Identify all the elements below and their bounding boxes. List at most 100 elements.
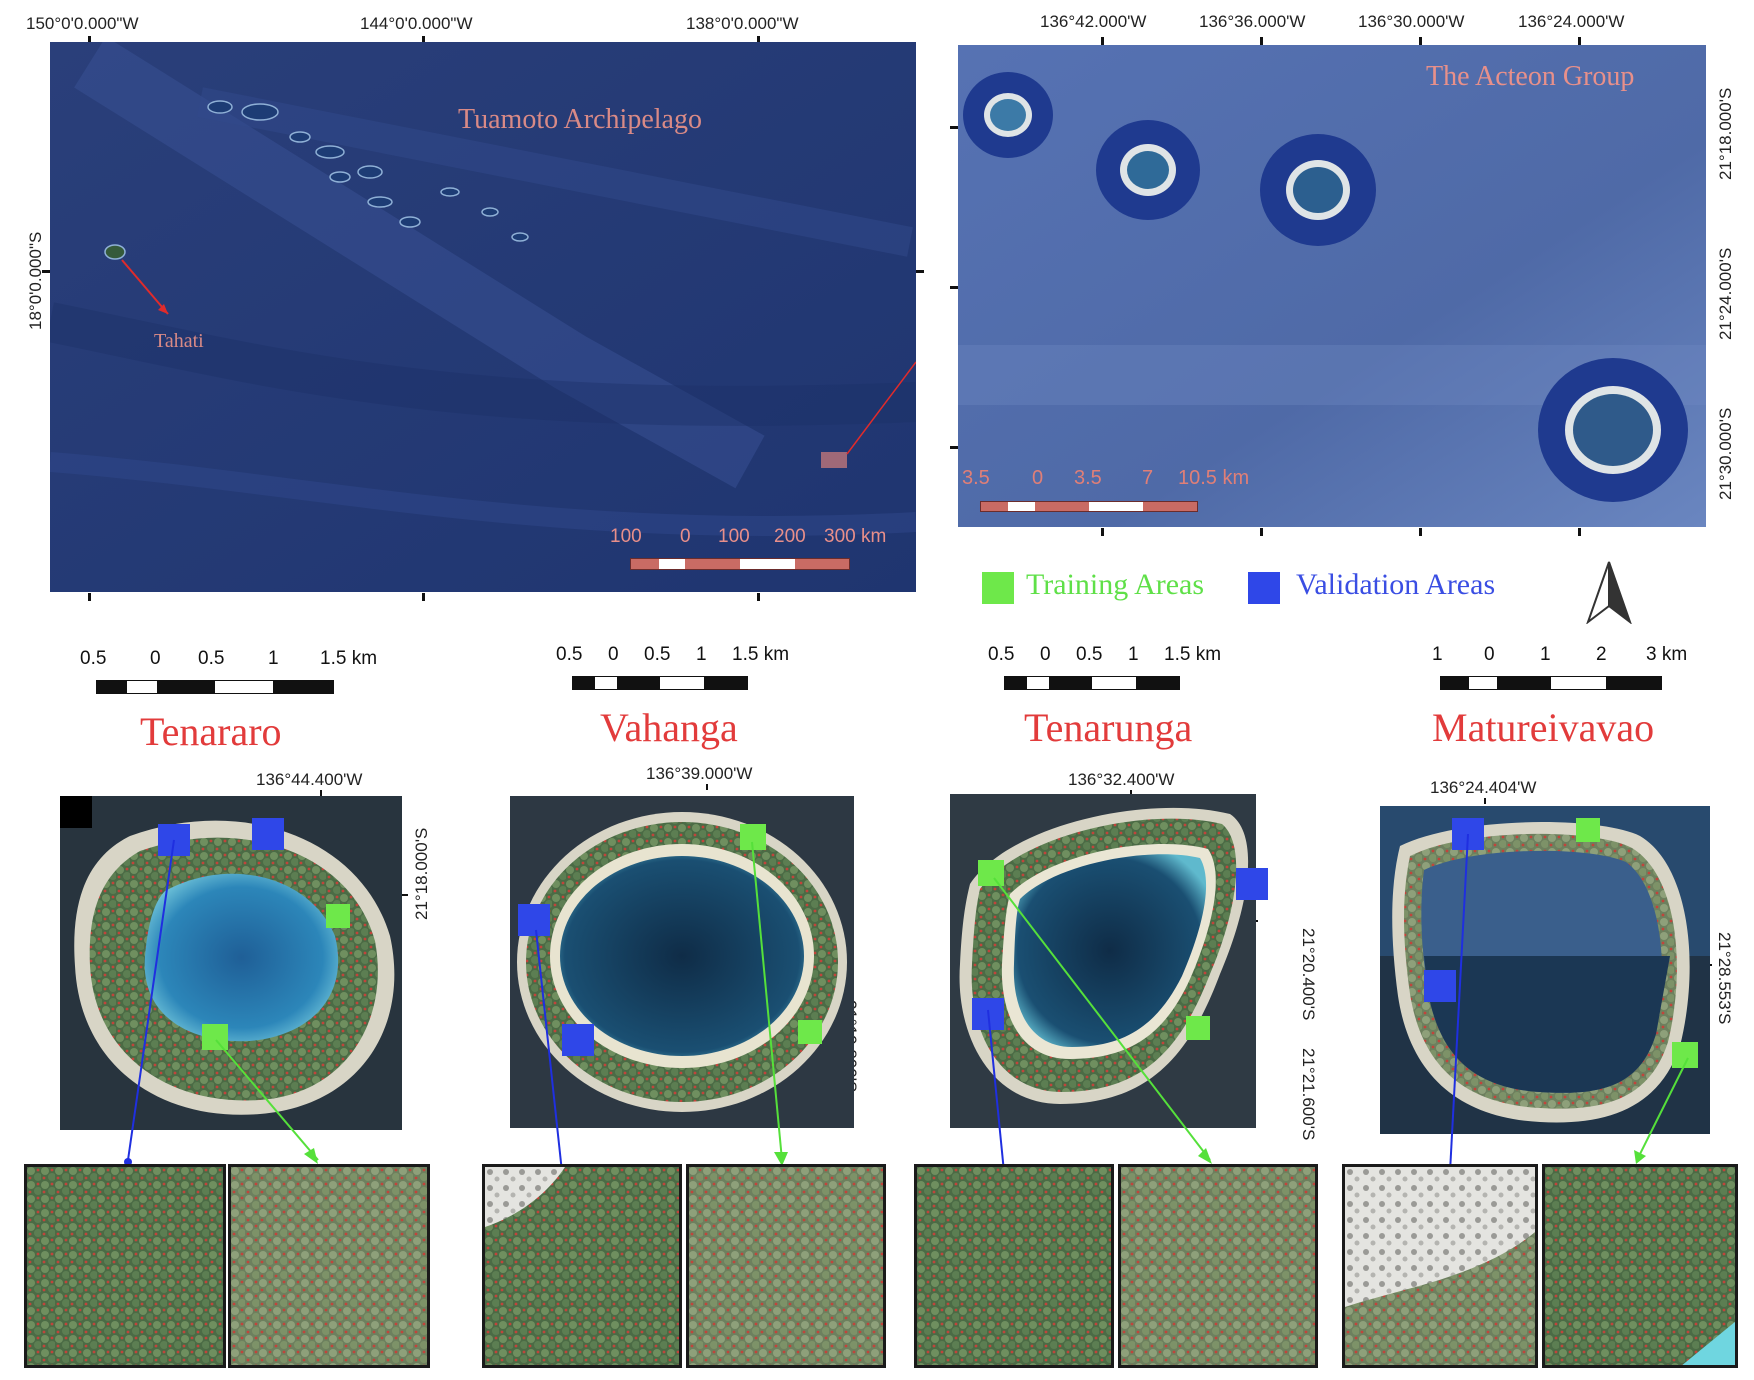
vahanga-scale-5: 1.5 km xyxy=(732,644,790,665)
tenararo-scale-5: 1.5 km xyxy=(320,648,378,669)
tenararo-scale-labels: 0.5 0 0.5 1 1.5 km xyxy=(80,648,400,674)
vahanga-scale-1: 0.5 xyxy=(556,644,583,665)
matureivavao-validation-area-2 xyxy=(1424,970,1456,1002)
acteon-lon-label-2: 136°36.000'W xyxy=(1199,12,1306,31)
tenarunga-image xyxy=(950,794,1256,1128)
tenarunga-atoll-graphic xyxy=(950,794,1256,1128)
archipelago-label: Tuamoto Archipelago xyxy=(458,104,702,135)
overview-scale-3: 100 xyxy=(718,526,750,547)
tenararo-title: Tenararo xyxy=(140,709,282,754)
overview-scale-2: 0 xyxy=(680,526,691,547)
tenarunga-training-area-1 xyxy=(978,860,1004,886)
overview-map: Tuamoto Archipelago Tahati 100 0 100 200… xyxy=(50,42,916,592)
vahanga-lon: 136°39.000'W xyxy=(646,764,753,783)
vahanga-validation-area-1 xyxy=(518,904,550,936)
matureivavao-scale-1: 1 xyxy=(1432,644,1443,665)
acteon-scale-5: 10.5 km xyxy=(1178,467,1250,489)
acteon-lat-label-1: 21°18.000'S xyxy=(1716,87,1735,180)
tenararo-training-area-1 xyxy=(326,904,350,928)
tenararo-training-zoom xyxy=(228,1164,430,1368)
tenarunga-scale-bar xyxy=(1004,676,1180,690)
acteon-inset-graphic xyxy=(958,45,1706,527)
legend-training-label: Training Areas xyxy=(1026,568,1205,601)
matureivavao-scale-5: 3 km xyxy=(1646,644,1688,665)
tenarunga-validation-zoom xyxy=(914,1164,1114,1368)
tenarunga-scale-labels: 0.5 0 0.5 1 1.5 km xyxy=(988,644,1248,670)
tenararo-scale-4: 1 xyxy=(268,648,279,669)
matureivavao-scale-labels: 1 0 1 2 3 km xyxy=(1432,644,1712,670)
tenararo-scale-bar xyxy=(96,680,334,694)
overview-scale-bar xyxy=(630,558,850,570)
tenararo-lat: 21°18.000'S xyxy=(412,827,431,920)
vahanga-validation-area-2 xyxy=(562,1024,594,1056)
tenarunga-scale-2: 0 xyxy=(1040,644,1051,665)
vahanga-scale-2: 0 xyxy=(608,644,619,665)
tenarunga-validation-area-2 xyxy=(972,998,1004,1030)
overview-lon-label-1: 150°0'0.000"W xyxy=(26,14,139,33)
tenararo-scale-2: 0 xyxy=(150,648,161,669)
island-label: Tahati xyxy=(154,330,204,352)
matureivavao-lat: 21°28.553'S xyxy=(1715,932,1734,1025)
vahanga-scale-labels: 0.5 0 0.5 1 1.5 km xyxy=(556,644,816,670)
vahanga-training-zoom xyxy=(686,1164,886,1368)
matureivavao-scale-3: 1 xyxy=(1540,644,1551,665)
acteon-scale-1: 3.5 xyxy=(962,467,990,489)
vahanga-scale-bar xyxy=(572,676,748,690)
overview-lat-label: 18°0'0.000"S xyxy=(26,231,45,330)
acteon-lon-label-1: 136°42.000'W xyxy=(1040,12,1147,31)
tenarunga-lon: 136°32.400'W xyxy=(1068,770,1175,789)
legend-validation-label: Validation Areas xyxy=(1296,568,1496,601)
vahanga-atoll-graphic xyxy=(510,796,854,1128)
tenarunga-lat-2: 21°21.600'S xyxy=(1299,1048,1318,1141)
acteon-scale-labels: 3.5 0 3.5 7 10.5 km xyxy=(962,467,1262,493)
vahanga-title: Vahanga xyxy=(600,705,738,750)
vahanga-scale-3: 0.5 xyxy=(644,644,671,665)
acteon-lat-label-3: 21°30.000'S xyxy=(1716,407,1735,500)
tenararo-image xyxy=(60,796,402,1130)
acteon-scale-4: 7 xyxy=(1142,467,1154,489)
matureivavao-validation-zoom xyxy=(1342,1164,1538,1368)
matureivavao-lon: 136°24.404'W xyxy=(1430,778,1537,797)
overview-scale-1: 100 xyxy=(610,526,642,547)
vahanga-training-area-2 xyxy=(798,1020,822,1044)
tenararo-validation-area-1 xyxy=(158,824,190,856)
tenarunga-scale-4: 1 xyxy=(1128,644,1139,665)
tenarunga-lat-1: 21°20.400'S xyxy=(1299,928,1318,1021)
matureivavao-scale-2: 0 xyxy=(1484,644,1495,665)
tenarunga-training-area-2 xyxy=(1186,1016,1210,1040)
overview-lon-label-2: 144°0'0.000"W xyxy=(360,14,473,33)
tenararo-validation-zoom xyxy=(24,1164,226,1368)
vahanga-scale-4: 1 xyxy=(696,644,707,665)
acteon-lat-label-2: 21°24.000'S xyxy=(1716,247,1735,340)
tenararo-scale-3: 0.5 xyxy=(198,648,225,669)
matureivavao-training-zoom xyxy=(1542,1164,1738,1368)
tenarunga-scale-5: 1.5 km xyxy=(1164,644,1222,665)
tenarunga-validation-area-1-edge xyxy=(1236,868,1268,900)
overview-scale-5: 300 km xyxy=(824,526,887,547)
tenararo-atoll-graphic xyxy=(60,796,402,1130)
acteon-lon-label-4: 136°24.000'W xyxy=(1518,12,1625,31)
overview-scale-4: 200 xyxy=(774,526,806,547)
legend-training-swatch xyxy=(982,572,1014,604)
tenararo-validation-area-2 xyxy=(252,818,284,850)
matureivavao-scale-bar xyxy=(1440,676,1662,690)
vahanga-validation-zoom xyxy=(482,1164,682,1368)
acteon-title: The Acteon Group xyxy=(1426,61,1635,92)
tenarunga-title: Tenarunga xyxy=(1024,705,1193,750)
matureivavao-training-area-2 xyxy=(1672,1042,1698,1068)
matureivavao-training-area-1 xyxy=(1576,818,1600,842)
matureivavao-scale-4: 2 xyxy=(1596,644,1607,665)
tenarunga-training-zoom xyxy=(1118,1164,1318,1368)
matureivavao-title: Matureivavao xyxy=(1432,705,1655,750)
acteon-inset-map: The Acteon Group 3.5 0 3.5 7 10.5 km xyxy=(958,45,1706,527)
matureivavao-validation-area-1 xyxy=(1452,818,1484,850)
acteon-scale-3: 3.5 xyxy=(1074,467,1102,489)
tenararo-lon: 136°44.400'W xyxy=(256,770,363,789)
vahanga-training-area-1 xyxy=(740,824,766,850)
tenararo-scale-1: 0.5 xyxy=(80,648,107,669)
vahanga-image xyxy=(510,796,854,1128)
overview-map-graphic xyxy=(50,42,916,592)
matureivavao-image xyxy=(1380,806,1710,1134)
acteon-scale-2: 0 xyxy=(1032,467,1044,489)
acteon-scale-bar xyxy=(980,501,1198,512)
